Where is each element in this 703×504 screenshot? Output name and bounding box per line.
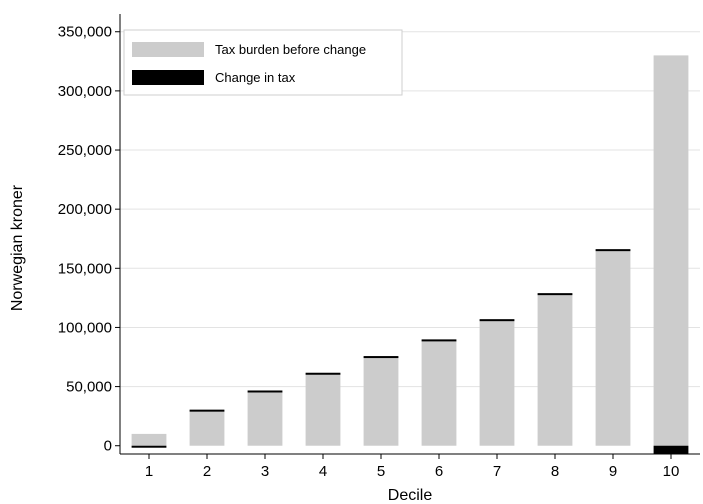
bar-change-in-tax-decile-6 [421,339,457,342]
bar-tax-burden-decile-7 [479,320,515,446]
bar-change-in-tax-decile-9 [595,249,631,252]
bar-tax-burden-decile-9 [595,250,631,446]
bar-change-in-tax-decile-1 [131,445,167,448]
bar-change-in-tax-decile-7 [479,319,515,322]
x-tick-label: 8 [551,463,559,480]
legend-swatch-tax-burden [132,42,204,57]
y-tick-label: 0 [104,438,112,455]
legend-box [123,29,403,96]
y-tick-label: 150,000 [58,260,112,277]
y-axis-title: Norwegian kroner [9,184,26,311]
bar-tax-burden-decile-3 [247,391,283,446]
legend-swatch-change-in-tax [132,70,204,85]
bar-change-in-tax-decile-5 [363,356,399,359]
x-axis-title: Decile [388,487,433,504]
bar-tax-burden-decile-2 [189,410,225,446]
bar-tax-burden-decile-8 [537,294,573,446]
axes [115,14,700,459]
bar-tax-burden-decile-5 [363,357,399,446]
bar-tax-burden-decile-10 [653,55,689,446]
x-tick-label: 4 [319,463,327,480]
x-tick-label: 10 [663,463,680,480]
y-tick-label: 350,000 [58,24,112,41]
x-tick-label: 9 [609,463,617,480]
bar-change-in-tax-decile-4 [305,372,341,375]
y-tick-label: 50,000 [66,379,112,396]
x-tick-label: 7 [493,463,501,480]
bar-change-in-tax-decile-3 [247,390,283,393]
x-tick-label: 6 [435,463,443,480]
y-tick-label: 200,000 [58,201,112,218]
tick-labels: 0 50,000 100,000 150,000 200,000 250,000 300,0… [58,24,680,480]
bar-change-in-tax-decile-10 [653,445,689,454]
bars [131,55,689,454]
x-tick-label: 1 [145,463,153,480]
x-tick-label: 3 [261,463,269,480]
legend: Tax burden before change Change in tax [123,29,403,96]
legend-label-change-in-tax: Change in tax [215,70,296,85]
bar-change-in-tax-decile-2 [189,409,225,412]
bar-tax-burden-decile-1 [131,433,167,446]
y-tick-label: 100,000 [58,319,112,336]
legend-label-tax-burden: Tax burden before change [215,42,366,57]
y-tick-label: 300,000 [58,83,112,100]
x-tick-label: 2 [203,463,211,480]
y-tick-label: 250,000 [58,142,112,159]
bar-tax-burden-decile-6 [421,340,457,446]
bar-change-in-tax-decile-8 [537,293,573,296]
bar-tax-burden-decile-4 [305,373,341,446]
x-tick-label: 5 [377,463,385,480]
